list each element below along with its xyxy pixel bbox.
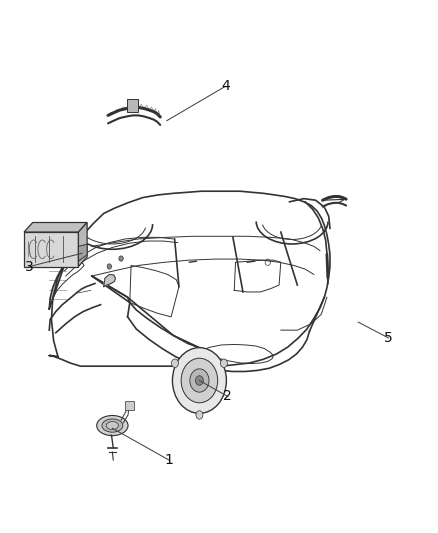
Polygon shape xyxy=(24,232,78,266)
Circle shape xyxy=(196,411,203,419)
FancyBboxPatch shape xyxy=(124,401,134,410)
Polygon shape xyxy=(49,261,66,309)
Circle shape xyxy=(220,359,227,368)
Ellipse shape xyxy=(97,416,128,435)
Circle shape xyxy=(107,264,112,269)
FancyBboxPatch shape xyxy=(127,100,138,112)
Ellipse shape xyxy=(102,419,123,432)
Polygon shape xyxy=(104,274,116,287)
Circle shape xyxy=(195,376,203,385)
Ellipse shape xyxy=(106,422,118,430)
Circle shape xyxy=(181,358,218,403)
Polygon shape xyxy=(78,244,87,261)
Text: 3: 3 xyxy=(25,260,34,273)
Text: 1: 1 xyxy=(165,453,173,467)
Polygon shape xyxy=(24,222,87,232)
Polygon shape xyxy=(78,222,87,266)
Text: 4: 4 xyxy=(221,79,230,93)
Circle shape xyxy=(171,359,178,368)
Circle shape xyxy=(119,256,123,261)
Text: 5: 5 xyxy=(385,331,393,345)
Circle shape xyxy=(190,369,209,392)
Circle shape xyxy=(173,348,226,414)
Text: 2: 2 xyxy=(223,390,232,403)
